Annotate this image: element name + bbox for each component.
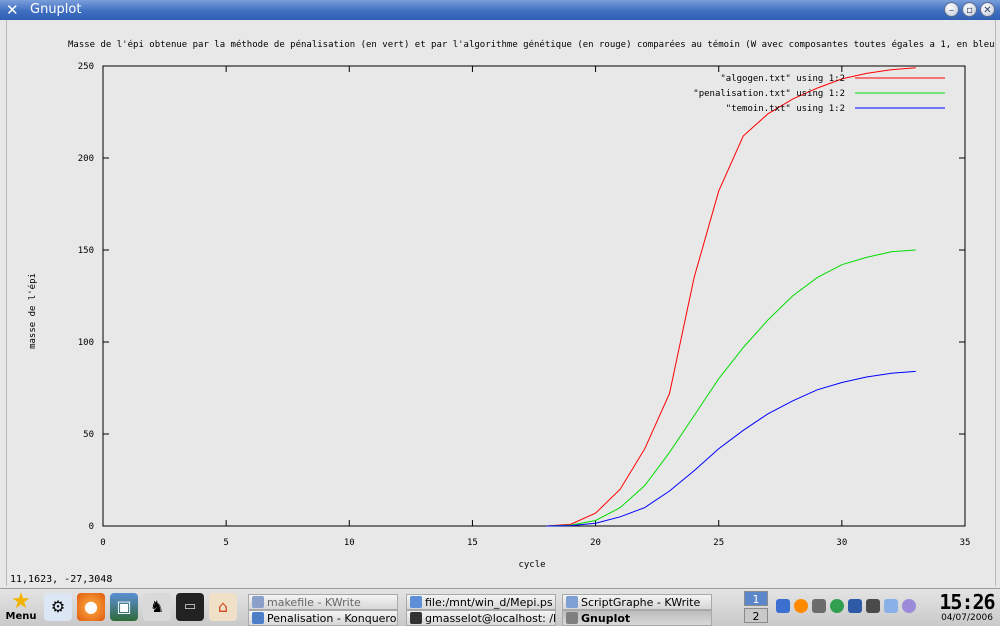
window-titlebar[interactable]: ✕ Gnuplot – ▫ ✕ xyxy=(0,0,1000,20)
control-center-icon[interactable]: ⚙ xyxy=(44,593,72,621)
series-line-2 xyxy=(546,370,916,527)
minimize-button[interactable]: – xyxy=(944,2,959,17)
task-app-icon xyxy=(566,596,578,608)
y-tick-label: 0 xyxy=(89,522,94,532)
y-tick-label: 100 xyxy=(78,338,94,348)
plot-frame xyxy=(102,65,966,527)
x-tick-label: 20 xyxy=(590,538,601,548)
task-app-icon xyxy=(252,612,264,624)
x-tick-label: 30 xyxy=(836,538,847,548)
desktop-2[interactable]: 2 xyxy=(744,608,768,623)
x-tick-label: 25 xyxy=(713,538,724,548)
menu-button[interactable]: ★ Menu xyxy=(2,591,40,624)
y-axis-label: masse de l'épi xyxy=(27,273,38,349)
close-button[interactable]: ✕ xyxy=(980,2,995,17)
star-icon: ★ xyxy=(11,589,31,614)
series-line-0 xyxy=(546,67,916,527)
x-logo-icon: ✕ xyxy=(6,1,19,19)
x-tick-label: 10 xyxy=(344,538,355,548)
x-axis-label: cycle xyxy=(518,560,545,570)
series-line-1 xyxy=(546,249,916,527)
task-button-1[interactable]: file:/mnt/win_d/Mepi.ps - K xyxy=(406,594,556,610)
x-tick-label: 5 xyxy=(223,538,228,548)
task-label: ScriptGraphe - KWrite xyxy=(581,596,701,609)
y-tick-label: 200 xyxy=(78,154,94,164)
x-tick-label: 15 xyxy=(467,538,478,548)
taskbar: ★ Menu ⚙ ● ▣ ♞ ▭ ⌂ makefile - KWrite file… xyxy=(0,588,1000,626)
volume-icon[interactable] xyxy=(866,599,880,613)
package-icon[interactable] xyxy=(830,599,844,613)
power-icon[interactable] xyxy=(902,599,916,613)
terminal-icon[interactable]: ▭ xyxy=(176,593,204,621)
image-viewer-icon[interactable]: ▣ xyxy=(110,593,138,621)
close-icon: ✕ xyxy=(983,5,992,16)
line-chart: Masse de l'épi obtenue par la méthode de… xyxy=(27,39,1000,570)
legend-label-1: "penalisation.txt" using 1:2 xyxy=(693,89,845,99)
clock-date: 04/07/2006 xyxy=(941,613,993,623)
home-icon[interactable]: ⌂ xyxy=(209,593,237,621)
help-icon[interactable] xyxy=(794,599,808,613)
task-label: Gnuplot xyxy=(581,612,631,625)
legend-label-2: "temoin.txt" using 1:2 xyxy=(726,104,845,114)
task-label: file:/mnt/win_d/Mepi.ps - K xyxy=(425,596,555,609)
firefox-icon[interactable]: ● xyxy=(77,593,105,621)
maximize-icon: ▫ xyxy=(966,5,973,16)
network-icon[interactable] xyxy=(776,599,790,613)
task-button-5[interactable]: Gnuplot xyxy=(562,610,712,626)
desktop-1[interactable]: 1 xyxy=(744,591,768,606)
plot-window[interactable]: Masse de l'épi obtenue par la méthode de… xyxy=(6,20,1000,586)
chart-title: Masse de l'épi obtenue par la méthode de… xyxy=(68,39,995,50)
clock-time: 15:26 xyxy=(939,590,995,614)
task-button-4[interactable]: gmasselot@localhost: /hor xyxy=(406,610,556,626)
clock[interactable]: 15:26 04/07/2006 xyxy=(938,591,996,623)
task-button-3[interactable]: Penalisation - Konqueror xyxy=(248,610,398,626)
task-app-icon xyxy=(410,612,422,624)
task-app-icon xyxy=(410,596,422,608)
legend-label-0: "algogen.txt" using 1:2 xyxy=(720,74,845,84)
x-tick-label: 0 xyxy=(100,538,105,548)
mouse-coordinates: 11,1623, -27,3048 xyxy=(10,574,113,585)
x-tick-label: 35 xyxy=(960,538,971,548)
task-label: Penalisation - Konqueror xyxy=(267,612,398,625)
task-label: gmasselot@localhost: /hor xyxy=(425,612,555,625)
y-tick-label: 50 xyxy=(83,430,94,440)
monitor-icon[interactable] xyxy=(848,599,862,613)
maximize-button[interactable]: ▫ xyxy=(962,2,977,17)
task-button-0[interactable]: makefile - KWrite xyxy=(248,594,398,610)
window-title: Gnuplot xyxy=(30,2,82,17)
gnu-icon[interactable]: ♞ xyxy=(143,593,171,621)
task-app-icon xyxy=(252,596,264,608)
y-tick-label: 250 xyxy=(78,62,94,72)
y-tick-label: 150 xyxy=(78,246,94,256)
task-button-2[interactable]: ScriptGraphe - KWrite xyxy=(562,594,712,610)
task-label: makefile - KWrite xyxy=(267,596,361,609)
settings-icon[interactable] xyxy=(812,599,826,613)
clipboard-icon[interactable] xyxy=(884,599,898,613)
task-app-icon xyxy=(566,612,578,624)
minimize-icon: – xyxy=(949,5,954,16)
